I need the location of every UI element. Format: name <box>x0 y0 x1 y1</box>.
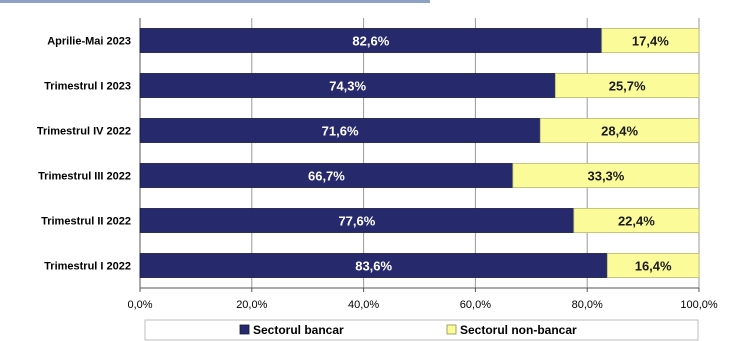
data-label-bancar: 74,3% <box>329 79 366 94</box>
category-label: Trimestrul III 2022 <box>38 171 131 183</box>
data-label-bancar: 66,7% <box>308 169 345 184</box>
bar-sectorul-bancar <box>139 208 575 233</box>
legend-swatch-bancar <box>239 324 250 335</box>
category-label: Trimestrul I 2023 <box>44 81 131 93</box>
x-tick-label: 0,0% <box>127 299 152 311</box>
data-label-non-bancar: 17,4% <box>632 34 669 49</box>
data-label-non-bancar: 22,4% <box>618 214 655 229</box>
bar-sectorul-non-bancar <box>573 208 700 233</box>
x-tick-label: 60,0% <box>460 299 491 311</box>
legend-box <box>144 319 699 341</box>
data-label-bancar: 83,6% <box>355 259 392 274</box>
category-label: Trimestrul I 2022 <box>44 261 131 273</box>
top-rule <box>0 0 430 3</box>
x-tick-label: 100,0% <box>680 299 718 311</box>
category-label: Trimestrul IV 2022 <box>37 126 131 138</box>
bar-sectorul-bancar <box>139 28 603 53</box>
bar-sectorul-non-bancar <box>512 163 700 188</box>
bar-sectorul-non-bancar <box>554 73 700 98</box>
bar-sectorul-bancar <box>139 163 514 188</box>
bar-sectorul-non-bancar <box>539 118 700 143</box>
data-label-bancar: 71,6% <box>322 124 359 139</box>
x-tick-label: 80,0% <box>572 299 603 311</box>
data-label-non-bancar: 33,3% <box>587 169 624 184</box>
bar-sectorul-non-bancar <box>606 253 700 278</box>
x-tick-label: 20,0% <box>236 299 267 311</box>
legend-label-bancar: Sectorul bancar <box>253 323 344 337</box>
data-label-non-bancar: 28,4% <box>601 124 638 139</box>
data-label-non-bancar: 25,7% <box>609 79 646 94</box>
bar-sectorul-bancar <box>139 73 556 98</box>
legend-swatch-non-bancar <box>446 324 457 335</box>
category-label: Trimestrul II 2022 <box>41 216 131 228</box>
legend-label-non-bancar: Sectorul non-bancar <box>460 323 577 337</box>
data-label-bancar: 77,6% <box>338 214 375 229</box>
bar-sectorul-bancar <box>139 118 541 143</box>
data-label-bancar: 82,6% <box>352 34 389 49</box>
bar-sectorul-non-bancar <box>601 28 700 53</box>
category-label: Aprilie-Mai 2023 <box>47 36 131 48</box>
data-label-non-bancar: 16,4% <box>635 259 672 274</box>
x-tick-label: 40,0% <box>348 299 379 311</box>
